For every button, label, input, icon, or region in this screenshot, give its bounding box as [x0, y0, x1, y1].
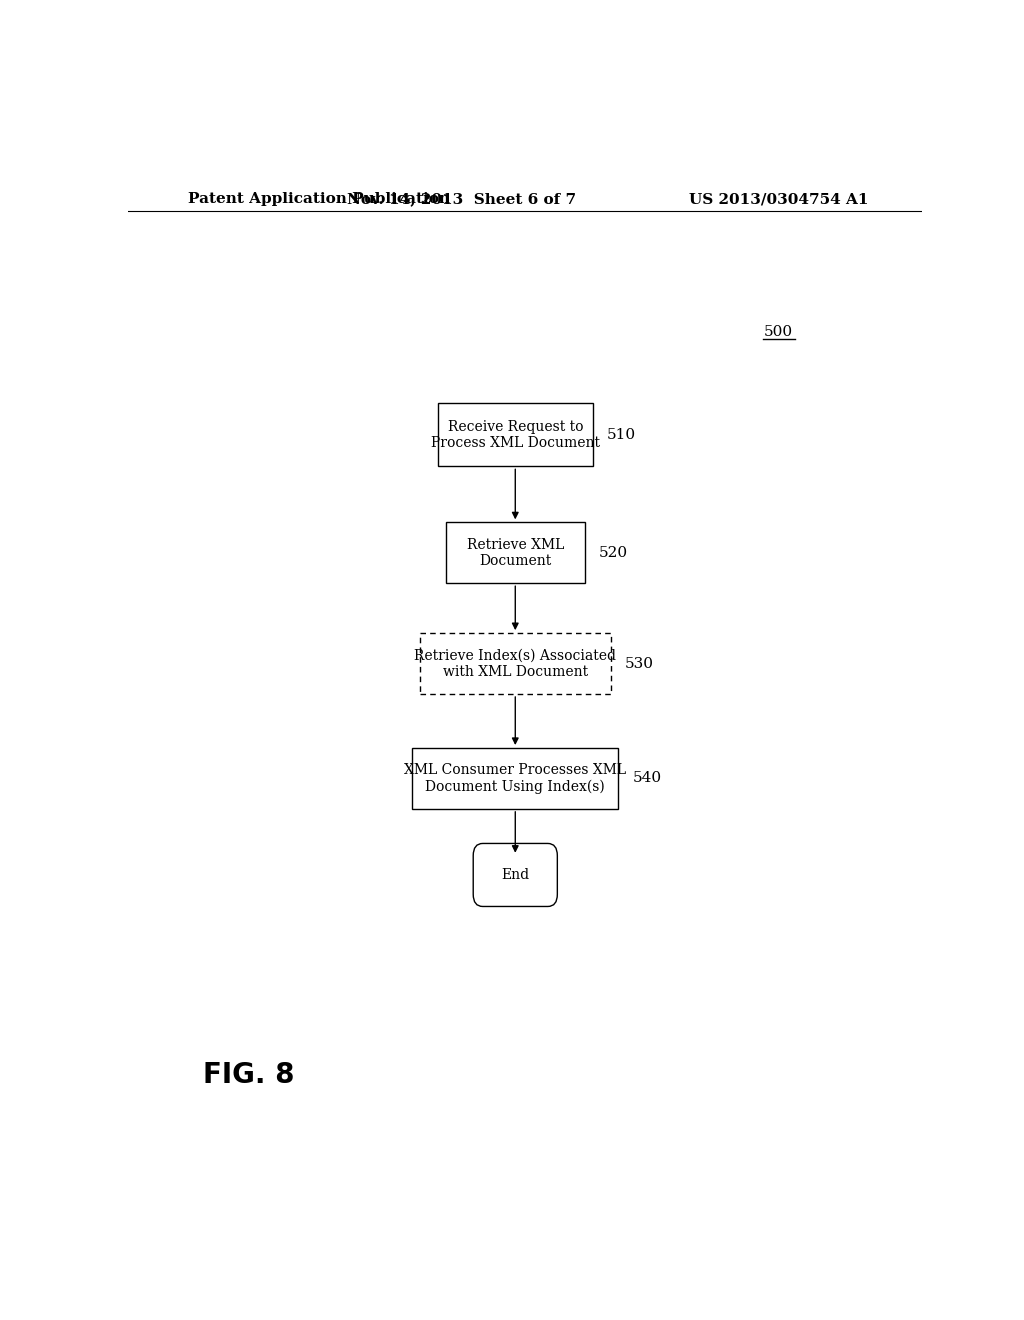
FancyBboxPatch shape: [412, 748, 618, 809]
Text: FIG. 8: FIG. 8: [204, 1061, 295, 1089]
FancyBboxPatch shape: [420, 634, 610, 694]
Text: Nov. 14, 2013  Sheet 6 of 7: Nov. 14, 2013 Sheet 6 of 7: [347, 191, 575, 206]
Text: 500: 500: [764, 325, 794, 339]
Text: Retrieve XML
Document: Retrieve XML Document: [467, 537, 564, 568]
Text: 510: 510: [607, 428, 636, 442]
Text: 540: 540: [633, 771, 662, 785]
Text: XML Consumer Processes XML
Document Using Index(s): XML Consumer Processes XML Document Usin…: [404, 763, 627, 793]
Text: 530: 530: [625, 656, 653, 671]
FancyBboxPatch shape: [445, 523, 585, 583]
Text: 520: 520: [599, 545, 628, 560]
FancyBboxPatch shape: [438, 404, 593, 466]
Text: Receive Request to
Process XML Document: Receive Request to Process XML Document: [431, 420, 600, 450]
Text: Retrieve Index(s) Associated
with XML Document: Retrieve Index(s) Associated with XML Do…: [415, 648, 616, 678]
Text: Patent Application Publication: Patent Application Publication: [187, 191, 450, 206]
FancyBboxPatch shape: [473, 843, 557, 907]
Text: US 2013/0304754 A1: US 2013/0304754 A1: [689, 191, 868, 206]
Text: End: End: [501, 869, 529, 882]
